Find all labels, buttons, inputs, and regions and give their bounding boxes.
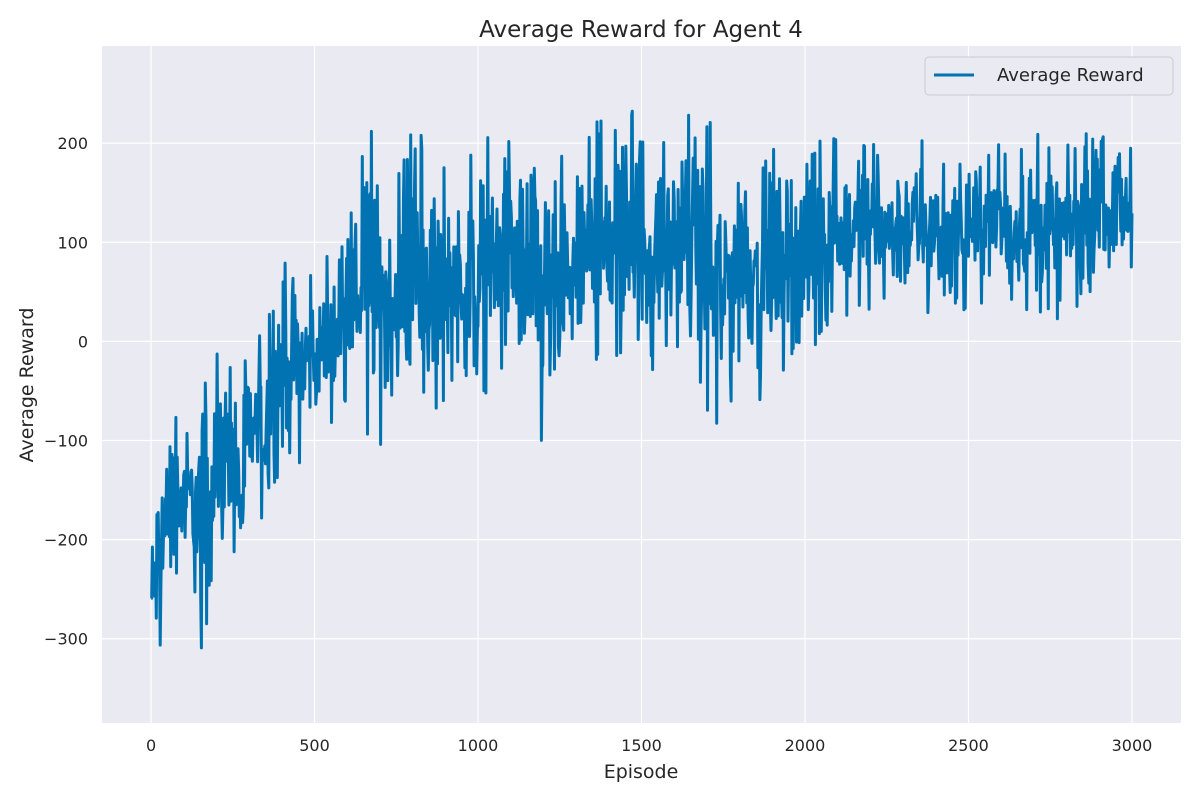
x-tick-label: 3000 bbox=[1112, 736, 1153, 755]
x-tick-labels: 0 500 1000 1500 2000 2500 3000 bbox=[146, 736, 1152, 755]
x-tick-label: 1500 bbox=[621, 736, 662, 755]
x-tick-label: 2500 bbox=[948, 736, 989, 755]
y-tick-label: 100 bbox=[57, 233, 88, 252]
y-axis-label: Average Reward bbox=[16, 308, 38, 463]
series-line-average-reward bbox=[150, 109, 1134, 650]
x-tick-label: 1000 bbox=[458, 736, 499, 755]
legend-box bbox=[924, 56, 1174, 96]
y-tick-label: −100 bbox=[44, 432, 88, 451]
x-tick-label: 0 bbox=[146, 736, 156, 755]
y-tick-label: 0 bbox=[78, 332, 88, 351]
legend-label: Average Reward bbox=[997, 65, 1144, 86]
x-tick-label: 2000 bbox=[785, 736, 826, 755]
legend: Average Reward bbox=[924, 56, 1174, 96]
y-tick-label: −200 bbox=[44, 531, 88, 550]
series-group bbox=[150, 109, 1134, 650]
x-tick-label: 500 bbox=[299, 736, 330, 755]
chart-title: Average Reward for Agent 4 bbox=[479, 17, 803, 43]
x-axis-label: Episode bbox=[604, 761, 679, 783]
y-tick-label: −300 bbox=[44, 630, 88, 649]
y-tick-labels: −300 −200 −100 0 100 200 bbox=[44, 134, 88, 649]
y-tick-label: 200 bbox=[57, 134, 88, 153]
